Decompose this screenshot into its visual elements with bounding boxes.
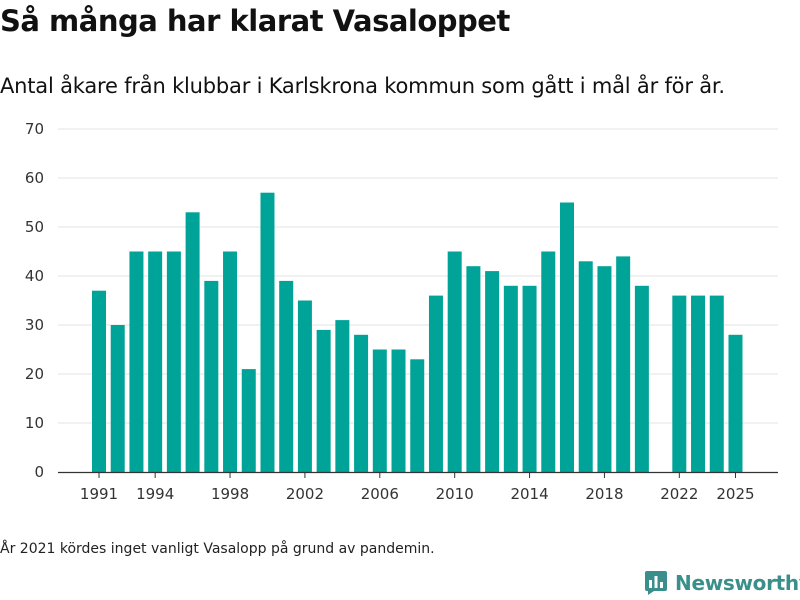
y-tick-label: 0 [34,463,44,481]
x-tick-label: 2025 [716,485,754,503]
newsworthy-logo-icon [645,571,667,595]
bar[interactable] [335,320,350,472]
bar[interactable] [728,334,743,472]
brand-name: Newsworthy [675,571,800,595]
bar[interactable] [447,251,462,473]
y-tick-label: 20 [25,365,44,383]
bar[interactable] [354,334,369,472]
bar[interactable] [372,349,387,473]
bar[interactable] [672,295,687,472]
bar[interactable] [428,295,443,472]
y-tick-label: 10 [25,414,44,432]
bar[interactable] [616,256,631,472]
bar[interactable] [148,251,163,473]
bar[interactable] [541,251,556,473]
bar[interactable] [185,212,200,473]
x-tick-label: 2010 [436,485,474,503]
chart-title: Så många har klarat Vasaloppet [0,4,510,38]
bar[interactable] [597,266,612,472]
bar[interactable] [110,325,125,472]
bar[interactable] [166,251,181,473]
bar[interactable] [92,290,106,472]
bar[interactable] [241,369,256,472]
x-tick-labels: 1991 1994 1998 2002 2006 2010 2014 2018 2022 2025 [80,485,755,503]
bar[interactable] [691,295,706,472]
x-tick-label: 2022 [660,485,698,503]
x-tick-label: 2018 [585,485,623,503]
bar[interactable] [634,285,649,472]
x-tick-label: 1998 [211,485,249,503]
x-tick-label: 2006 [361,485,399,503]
brand-logo[interactable]: Newsworthy [645,569,800,597]
chart-subtitle: Antal åkare från klubbar i Karlskrona ko… [0,74,725,98]
bar[interactable] [410,359,425,472]
bar[interactable] [260,192,275,472]
bars [92,192,743,473]
y-tick-label: 70 [25,120,44,138]
y-tick-label: 60 [25,169,44,187]
bar[interactable] [316,329,331,472]
bar[interactable] [297,300,312,473]
x-tick-label: 2014 [510,485,548,503]
y-tick-label: 40 [25,267,44,285]
bar[interactable] [204,280,219,472]
y-tick-label: 50 [25,218,44,236]
bar[interactable] [466,266,481,472]
bar[interactable] [485,271,500,472]
bar[interactable] [391,349,406,473]
bar[interactable] [503,285,518,472]
bar[interactable] [709,295,724,472]
bar[interactable] [223,251,238,473]
y-tick-labels: 0 10 20 30 40 50 60 70 [25,120,44,481]
bar[interactable] [522,285,537,472]
bar[interactable] [279,280,294,472]
x-axis [58,471,778,478]
y-tick-label: 30 [25,316,44,334]
x-tick-label: 1994 [136,485,174,503]
x-tick-label: 2002 [286,485,324,503]
footnote: År 2021 kördes inget vanligt Vasalopp på… [0,541,435,557]
x-tick-label: 1991 [80,485,118,503]
bar[interactable] [578,261,593,472]
bar[interactable] [129,251,144,473]
bar[interactable] [560,202,574,473]
